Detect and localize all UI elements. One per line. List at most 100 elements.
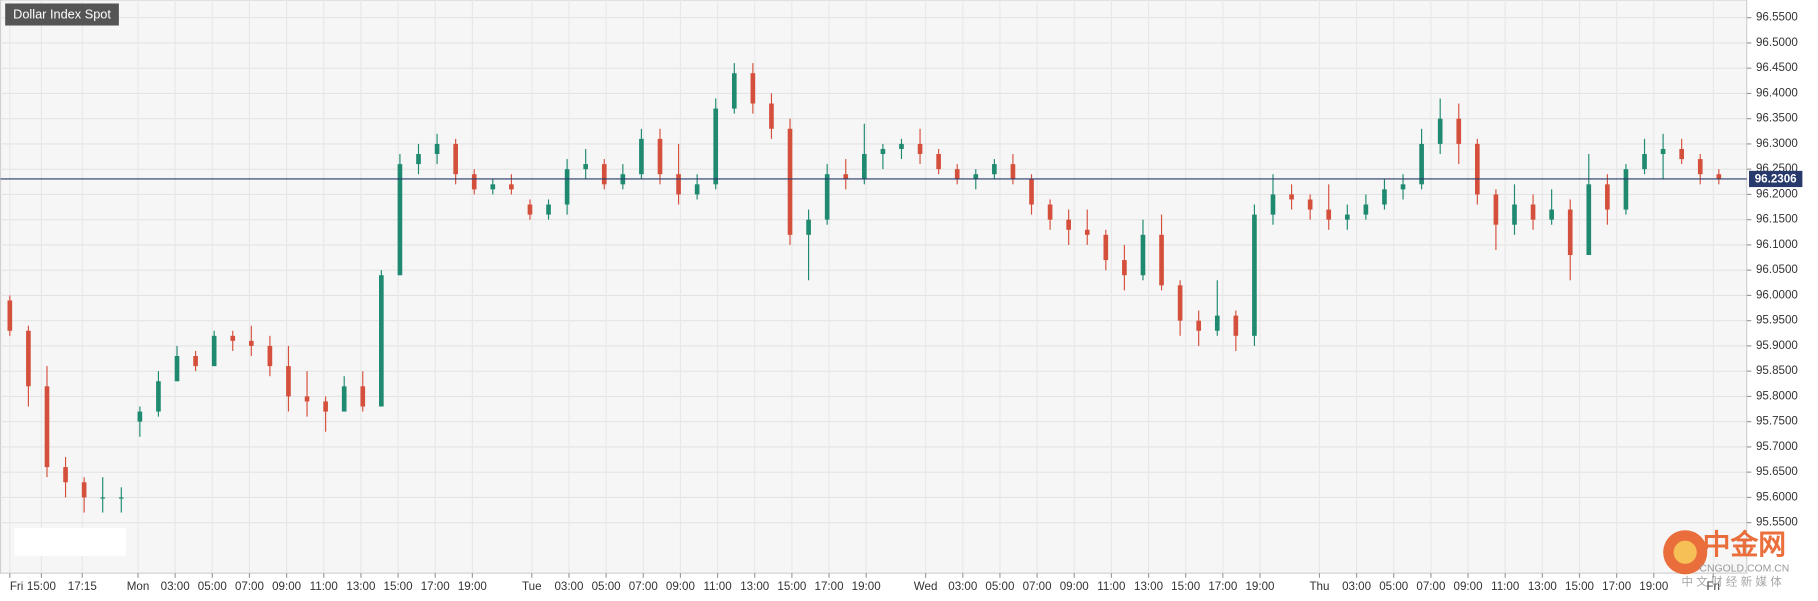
candle-body: [360, 386, 366, 407]
y-tick-label: 95.5500: [1756, 516, 1798, 529]
candle-body: [787, 128, 793, 235]
candle-body: [1233, 315, 1239, 336]
y-tick-label: 95.8000: [1756, 389, 1798, 402]
watermark-domain: CNGOLD.COM.CN: [1699, 563, 1789, 574]
candle-body: [211, 335, 217, 367]
candle-body: [100, 497, 106, 499]
x-tick-label: 17:00: [1602, 580, 1631, 593]
candle-body: [899, 143, 904, 149]
chart-title: Dollar Index Spot: [13, 6, 111, 21]
watermark: 中金网 CNGOLD.COM.CN 中 文 财 经 新 媒 体: [1663, 529, 1789, 588]
candle-body: [1642, 154, 1647, 170]
x-tick-label: Thu: [1309, 580, 1329, 593]
x-tick-label: 19:00: [1245, 580, 1274, 593]
y-tick-label: 96.3500: [1756, 112, 1798, 125]
candle-body: [1419, 143, 1424, 185]
candle-body: [769, 103, 774, 129]
x-tick-label: 03:00: [1342, 580, 1371, 593]
y-tick-label: 96.1000: [1756, 238, 1798, 251]
candle-body: [490, 184, 496, 190]
candle-body: [527, 204, 533, 215]
candle-body: [1660, 148, 1666, 155]
candle-body: [434, 143, 440, 155]
candle-body: [880, 148, 886, 155]
candle-body: [1437, 118, 1443, 144]
candle-body: [1512, 204, 1517, 225]
candle-body: [26, 330, 31, 387]
candle-body: [657, 138, 663, 175]
candle-body: [1122, 260, 1127, 276]
candle-body: [1456, 118, 1462, 144]
candle-body: [341, 386, 347, 412]
y-tick-label: 95.6000: [1756, 490, 1798, 503]
candle-body: [843, 174, 849, 180]
candle-body: [81, 482, 87, 498]
last-price-label: 96.2306: [1755, 173, 1797, 186]
candle-body: [1270, 194, 1276, 215]
candle-body: [1716, 174, 1722, 180]
candle-body: [1326, 209, 1332, 220]
last-price: 96.2306: [0, 170, 1803, 188]
candle-body: [1549, 209, 1554, 220]
candle-body: [750, 73, 756, 104]
candle-body: [1159, 234, 1164, 286]
x-tick-label: 15:00: [384, 580, 413, 593]
candle-body: [1363, 204, 1369, 215]
candle-body: [471, 174, 477, 190]
candle-body: [1214, 315, 1220, 331]
y-tick-label: 95.7000: [1756, 440, 1798, 453]
candle-body: [304, 396, 310, 402]
x-tick-label: 07:00: [629, 580, 658, 593]
candle-body: [936, 154, 941, 170]
x-tick-label: 09:00: [1454, 580, 1483, 593]
candles: [7, 63, 1722, 513]
x-tick-label: 13:00: [1528, 580, 1557, 593]
candle-body: [1177, 285, 1183, 321]
candle-body: [824, 174, 830, 220]
x-tick-label: 09:00: [1060, 580, 1089, 593]
candle-body: [1066, 219, 1071, 230]
candle-body: [193, 356, 198, 367]
candle-body: [1586, 184, 1592, 256]
candle-body: [1493, 194, 1499, 225]
x-tick-label: 05:00: [198, 580, 227, 593]
x-tick-label: 13:00: [740, 580, 769, 593]
candle-body: [1605, 184, 1610, 210]
candle-body: [230, 335, 236, 341]
candle-body: [118, 497, 124, 499]
candle-body: [601, 164, 607, 185]
y-tick-label: 95.9500: [1756, 314, 1798, 327]
x-tick-label: Fri: [10, 580, 24, 593]
x-tick-label: 03:00: [554, 580, 583, 593]
candle-body: [156, 381, 161, 412]
candle-body: [1140, 234, 1146, 276]
x-tick-label: 11:00: [703, 580, 731, 593]
candle-body: [639, 138, 644, 175]
candle-body: [1382, 189, 1387, 205]
candle-body: [973, 174, 979, 180]
x-tick-label: 15:00: [27, 580, 56, 593]
blank-box: [14, 527, 126, 556]
candle-body: [992, 164, 997, 175]
x-tick-label: Wed: [914, 580, 938, 593]
x-tick-label: 09:00: [666, 580, 695, 593]
candle-body: [323, 401, 328, 412]
y-tick-label: 96.4500: [1756, 61, 1798, 74]
candle-body: [1252, 214, 1257, 336]
x-tick-label: 07:00: [235, 580, 264, 593]
x-tick-label: 11:00: [1491, 580, 1519, 593]
x-tick-label: 03:00: [948, 580, 977, 593]
y-tick-label: 96.2000: [1756, 187, 1798, 200]
candle-body: [1289, 194, 1294, 200]
x-tick-label: Tue: [522, 580, 542, 593]
candle-body: [453, 143, 458, 175]
grid: 96.5500 96.5000 96.4500 96.4000 96.3500 96.30…: [0, 0, 1798, 593]
candle-body: [379, 275, 384, 407]
x-tick-label: Fri: [1706, 580, 1720, 593]
candle-body: [1029, 179, 1034, 205]
candle-body: [1567, 209, 1573, 256]
y-tick-label: 96.3000: [1756, 137, 1798, 150]
x-tick-label: 19:00: [852, 580, 881, 593]
watermark-slogan: 中 文 财 经 新 媒 体: [1681, 574, 1782, 588]
candle-body: [1307, 199, 1313, 210]
